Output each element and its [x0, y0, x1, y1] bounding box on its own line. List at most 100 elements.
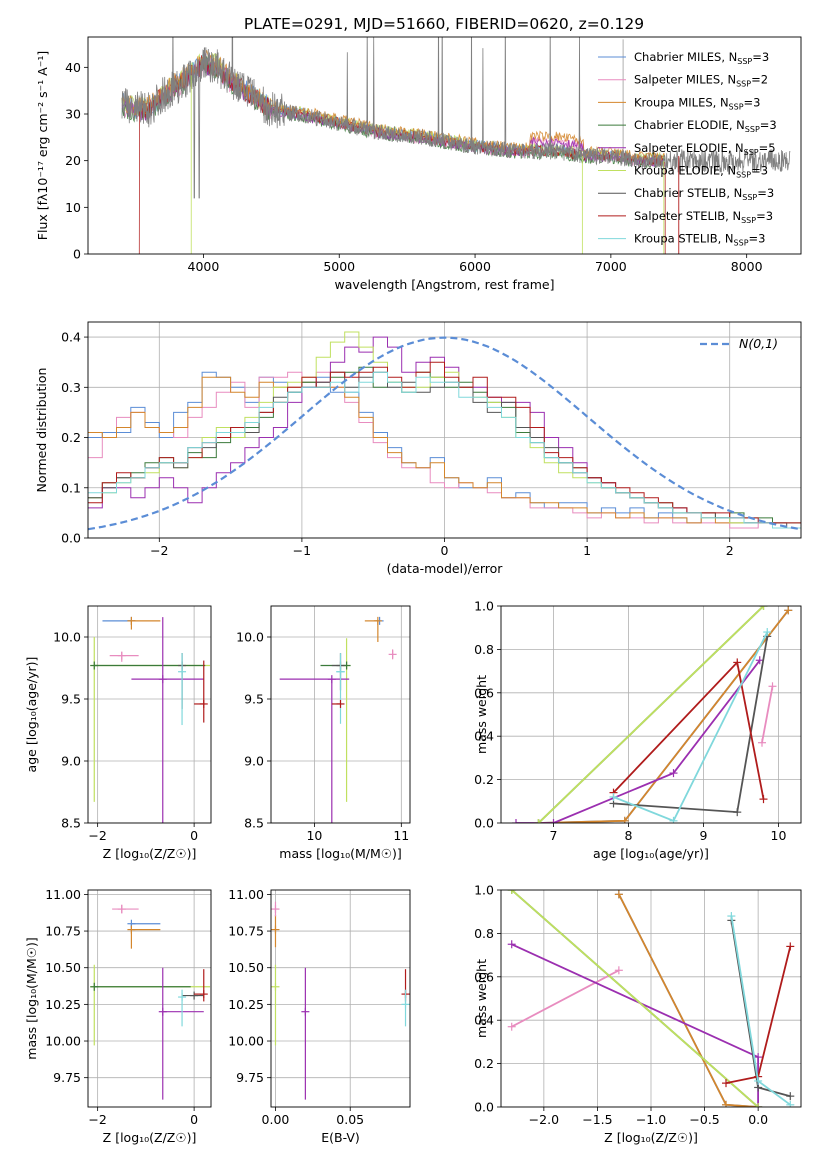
y-axis-label: mass weight: [474, 675, 489, 754]
x-tick-label: −2.0: [529, 1112, 559, 1127]
y-tick-label: 9.75: [236, 1070, 264, 1085]
point-marker: [401, 1000, 410, 1009]
y-tick-label: 10.00: [228, 1034, 264, 1049]
x-tick-label: 0.05: [336, 1112, 364, 1127]
y-tick-label: 9.0: [61, 754, 81, 769]
point-kroupa_stelib: [401, 989, 410, 1027]
y-axis-label: Flux [fλ10⁻¹⁷ erg cm⁻² s⁻¹ A⁻¹]: [35, 51, 50, 240]
series-line: [538, 609, 790, 823]
point-marker: [90, 982, 99, 991]
grid-weight_vs_Z: [501, 890, 801, 1107]
series-point: [733, 808, 742, 817]
x-tick-label: 9: [700, 828, 708, 843]
series-point: [727, 912, 736, 921]
series-point: [754, 1076, 763, 1085]
x-axis-label: Z [log₁₀(Z/Z☉)]: [604, 1130, 698, 1145]
series-point: [758, 738, 766, 747]
y-tick-label: 11.00: [45, 887, 81, 902]
figure-title: PLATE=0291, MJD=51660, FIBERID=0620, z=0…: [244, 15, 644, 33]
axes-frame: [270, 889, 411, 1108]
grid-residuals: [88, 322, 801, 538]
point-marker: [199, 699, 208, 708]
y-tick-label: 40: [65, 60, 81, 75]
x-tick-label: 2: [726, 543, 734, 558]
series-kroupa_miles: [614, 890, 763, 1107]
series-point: [763, 628, 772, 637]
y-tick-label: 0: [73, 247, 81, 262]
x-tick-label: 8000: [731, 259, 763, 274]
series-salpeter_stelib: [609, 658, 768, 804]
legend-label-chabrier_stelib: Chabrier STELIB, NSSP=3: [634, 186, 774, 202]
series-salpeter_miles: [758, 682, 777, 747]
x-tick-label: 8: [625, 828, 633, 843]
point-kroupa_stelib: [178, 989, 187, 1027]
series-salpeter_elodie: [512, 656, 764, 823]
axes-frame: [87, 605, 212, 824]
point-marker: [127, 925, 136, 934]
y-tick-label: 0.0: [61, 531, 81, 546]
x-tick-label: −1: [293, 543, 311, 558]
y-axis-label: mass [log₁₀(M/M☉)]: [24, 937, 39, 1059]
point-salpeter_stelib: [331, 699, 345, 708]
point-marker: [301, 1007, 310, 1016]
y-tick-label: 0.0: [474, 816, 494, 831]
series-point: [669, 769, 678, 778]
point-marker: [271, 925, 280, 934]
legend-label-salpeter_miles: Salpeter MILES, NSSP=2: [634, 73, 768, 89]
point-salpeter_stelib: [194, 660, 208, 723]
axes-age_vs_Z: −2 0 8.5 9.0 9.5 10.0 Z [log₁₀(Z/Z☉)] age [log₁…: [24, 605, 212, 861]
y-tick-label: 0.0: [474, 1100, 494, 1115]
x-tick-label: 0: [441, 543, 449, 558]
series-point: [609, 792, 618, 801]
histogram-kroupa_stelib: [88, 371, 801, 529]
point-salpeter_stelib: [194, 969, 208, 1002]
axes-mass_vs_Z: −2 0 9.75 10.00 10.25 10.50 10.75 11.00 Z [log₁₀…: [24, 887, 212, 1145]
point-marker: [199, 990, 208, 999]
y-tick-label: 30: [65, 107, 81, 122]
series-point: [507, 890, 516, 894]
series-salpeter_elodie: [507, 940, 763, 1107]
point-salpeter_elodie: [158, 967, 204, 1100]
x-tick-label: 7: [550, 828, 558, 843]
x-tick-label: 6000: [459, 259, 491, 274]
point-salpeter_miles: [271, 901, 280, 917]
x-tick-label: −1.0: [636, 1112, 666, 1127]
normal-curve: [88, 336, 801, 531]
point-salpeter_miles: [388, 649, 397, 660]
x-tick-label: 10: [306, 828, 322, 843]
y-tick-label: 11.00: [228, 887, 264, 902]
legend-label-kroupa_stelib: Kroupa STELIB, NSSP=3: [634, 232, 765, 248]
point-marker: [90, 661, 99, 670]
point-marker: [190, 991, 199, 1000]
series-point: [733, 658, 742, 667]
histogram-salpeter_stelib: [88, 361, 801, 524]
axes-residuals: −2 −1 0 1 2 0.0 0.1 0.2 0.3 0.4 (data-model)/error…: [34, 321, 802, 576]
x-axis-label: Z [log₁₀(Z/Z☉)]: [103, 846, 197, 861]
series-line: [516, 659, 761, 823]
y-tick-label: 9.0: [244, 754, 264, 769]
series-point: [784, 606, 793, 615]
grid-mass_vs_Z: [88, 890, 211, 1107]
y-tick-label: 10.0: [236, 630, 264, 645]
y-tick-label: 8.5: [61, 816, 81, 831]
x-tick-label: 0.0: [748, 1112, 768, 1127]
point-kroupa_miles: [127, 616, 161, 630]
axes-mass_vs_ebv: 0.00 0.05 9.75 10.00 10.25 10.50 10.75 11.00 E(B…: [228, 887, 411, 1145]
x-tick-label: −2: [88, 828, 106, 843]
point-marker: [127, 616, 136, 625]
y-tick-label: 10.75: [228, 924, 264, 939]
y-axis-label: mass weight: [474, 959, 489, 1038]
y-tick-label: 0.8: [474, 926, 494, 941]
plot-area-age_vs_mass: [271, 606, 410, 823]
series-line: [537, 606, 765, 823]
grid-mass_vs_ebv: [271, 890, 410, 1107]
point-kroupa_elodie: [90, 637, 211, 802]
point-kroupa_miles: [271, 914, 280, 948]
y-tick-label: 10.25: [228, 997, 264, 1012]
series-chabrier_stelib: [727, 916, 795, 1101]
x-axis-label: (data-model)/error: [387, 561, 504, 576]
y-tick-label: 1.0: [474, 599, 494, 614]
series-salpeter_miles: [507, 966, 623, 1031]
point-marker: [388, 650, 397, 659]
x-tick-label: −2: [88, 1112, 106, 1127]
